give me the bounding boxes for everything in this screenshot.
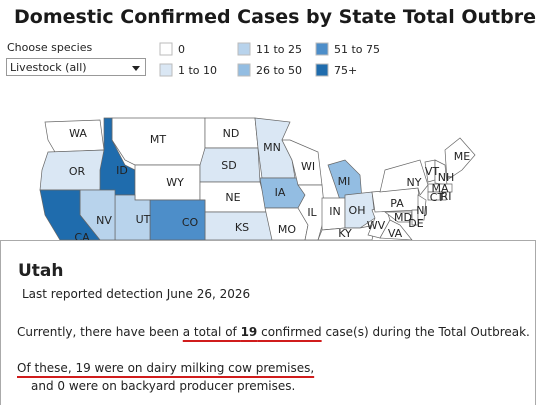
legend-label: 26 to 50 — [256, 64, 302, 77]
state-label: IL — [307, 206, 317, 219]
state-label: NE — [225, 191, 240, 204]
state-label: SD — [221, 159, 236, 172]
legend-swatch — [237, 63, 251, 77]
state-label: IN — [329, 205, 340, 218]
legend-swatch — [159, 42, 173, 56]
summary-line: Currently, there have been a total of 19… — [17, 325, 530, 339]
state-label: OR — [69, 165, 86, 178]
text: confirmed — [257, 325, 322, 339]
dairy-line: Of these, 19 were on dairy milking cow p… — [17, 361, 315, 375]
state-label: MI — [338, 175, 351, 188]
legend-label: 75+ — [334, 64, 357, 77]
text: Currently, there have been — [17, 325, 183, 339]
state-label: PA — [390, 197, 404, 210]
state-label: WV — [367, 219, 386, 232]
state-label: CT — [430, 191, 445, 204]
legend-swatch — [237, 42, 251, 56]
state-label: NH — [438, 171, 455, 184]
state — [379, 159, 429, 196]
state-label: RI — [441, 190, 452, 203]
state-label: NJ — [416, 204, 427, 217]
text: case(s) during the Total Outbreak. — [321, 325, 530, 339]
state — [379, 219, 413, 241]
dropdown-value[interactable]: Livestock (all) — [10, 61, 87, 74]
state-label: VT — [425, 165, 440, 178]
state-label: KY — [338, 227, 352, 240]
state — [254, 117, 296, 179]
text: a total of — [182, 325, 241, 339]
state — [444, 137, 476, 181]
title: Domestic Confirmed Cases by State Total … — [14, 6, 536, 28]
state-label: MA — [431, 182, 448, 195]
state-label: ME — [454, 150, 470, 163]
state-label: MN — [263, 141, 281, 154]
state-label: VA — [388, 227, 403, 240]
underlined-text: a total of 19 confirmed — [183, 325, 322, 339]
state-label: OH — [349, 204, 366, 217]
state-label: WI — [301, 160, 315, 173]
state — [417, 194, 427, 221]
tooltip-state: Utah — [18, 261, 64, 281]
state-label: ID — [116, 164, 128, 177]
state — [383, 211, 413, 223]
tooltip: Utah Last reported detection June 26, 20… — [0, 240, 536, 405]
legend-label: 0 — [178, 43, 185, 56]
last-detection: Last reported detection June 26, 2026 — [22, 287, 251, 301]
state-label: IA — [275, 186, 286, 199]
state — [439, 191, 447, 201]
state — [344, 191, 376, 229]
state-label: UT — [136, 213, 151, 226]
legend-label: 1 to 10 — [178, 64, 217, 77]
state-label: MO — [278, 223, 296, 236]
legend-swatch — [159, 63, 173, 77]
state — [411, 209, 419, 226]
legend-swatch — [315, 63, 329, 77]
state-label: NV — [96, 214, 112, 227]
state-label: MD — [394, 211, 412, 224]
state-label: WA — [69, 127, 87, 140]
legend-swatch — [315, 42, 329, 56]
state-label: KS — [235, 221, 249, 234]
state-label: DE — [408, 217, 423, 230]
legend-label: 51 to 75 — [334, 43, 380, 56]
filter-label: Choose species — [7, 41, 93, 54]
count: 19 — [240, 325, 258, 339]
species-dropdown[interactable]: Livestock (all) — [6, 58, 146, 76]
state-label: MT — [150, 133, 166, 146]
legend-label: 11 to 25 — [256, 43, 302, 56]
state-label: ND — [223, 127, 240, 140]
dropdown-arrow[interactable] — [132, 66, 140, 71]
state-label: WY — [166, 176, 184, 189]
state-label: CO — [182, 216, 199, 229]
state-label: NY — [407, 176, 422, 189]
backyard-line: and 0 were on backyard producer premises… — [31, 379, 296, 393]
state — [427, 183, 453, 193]
